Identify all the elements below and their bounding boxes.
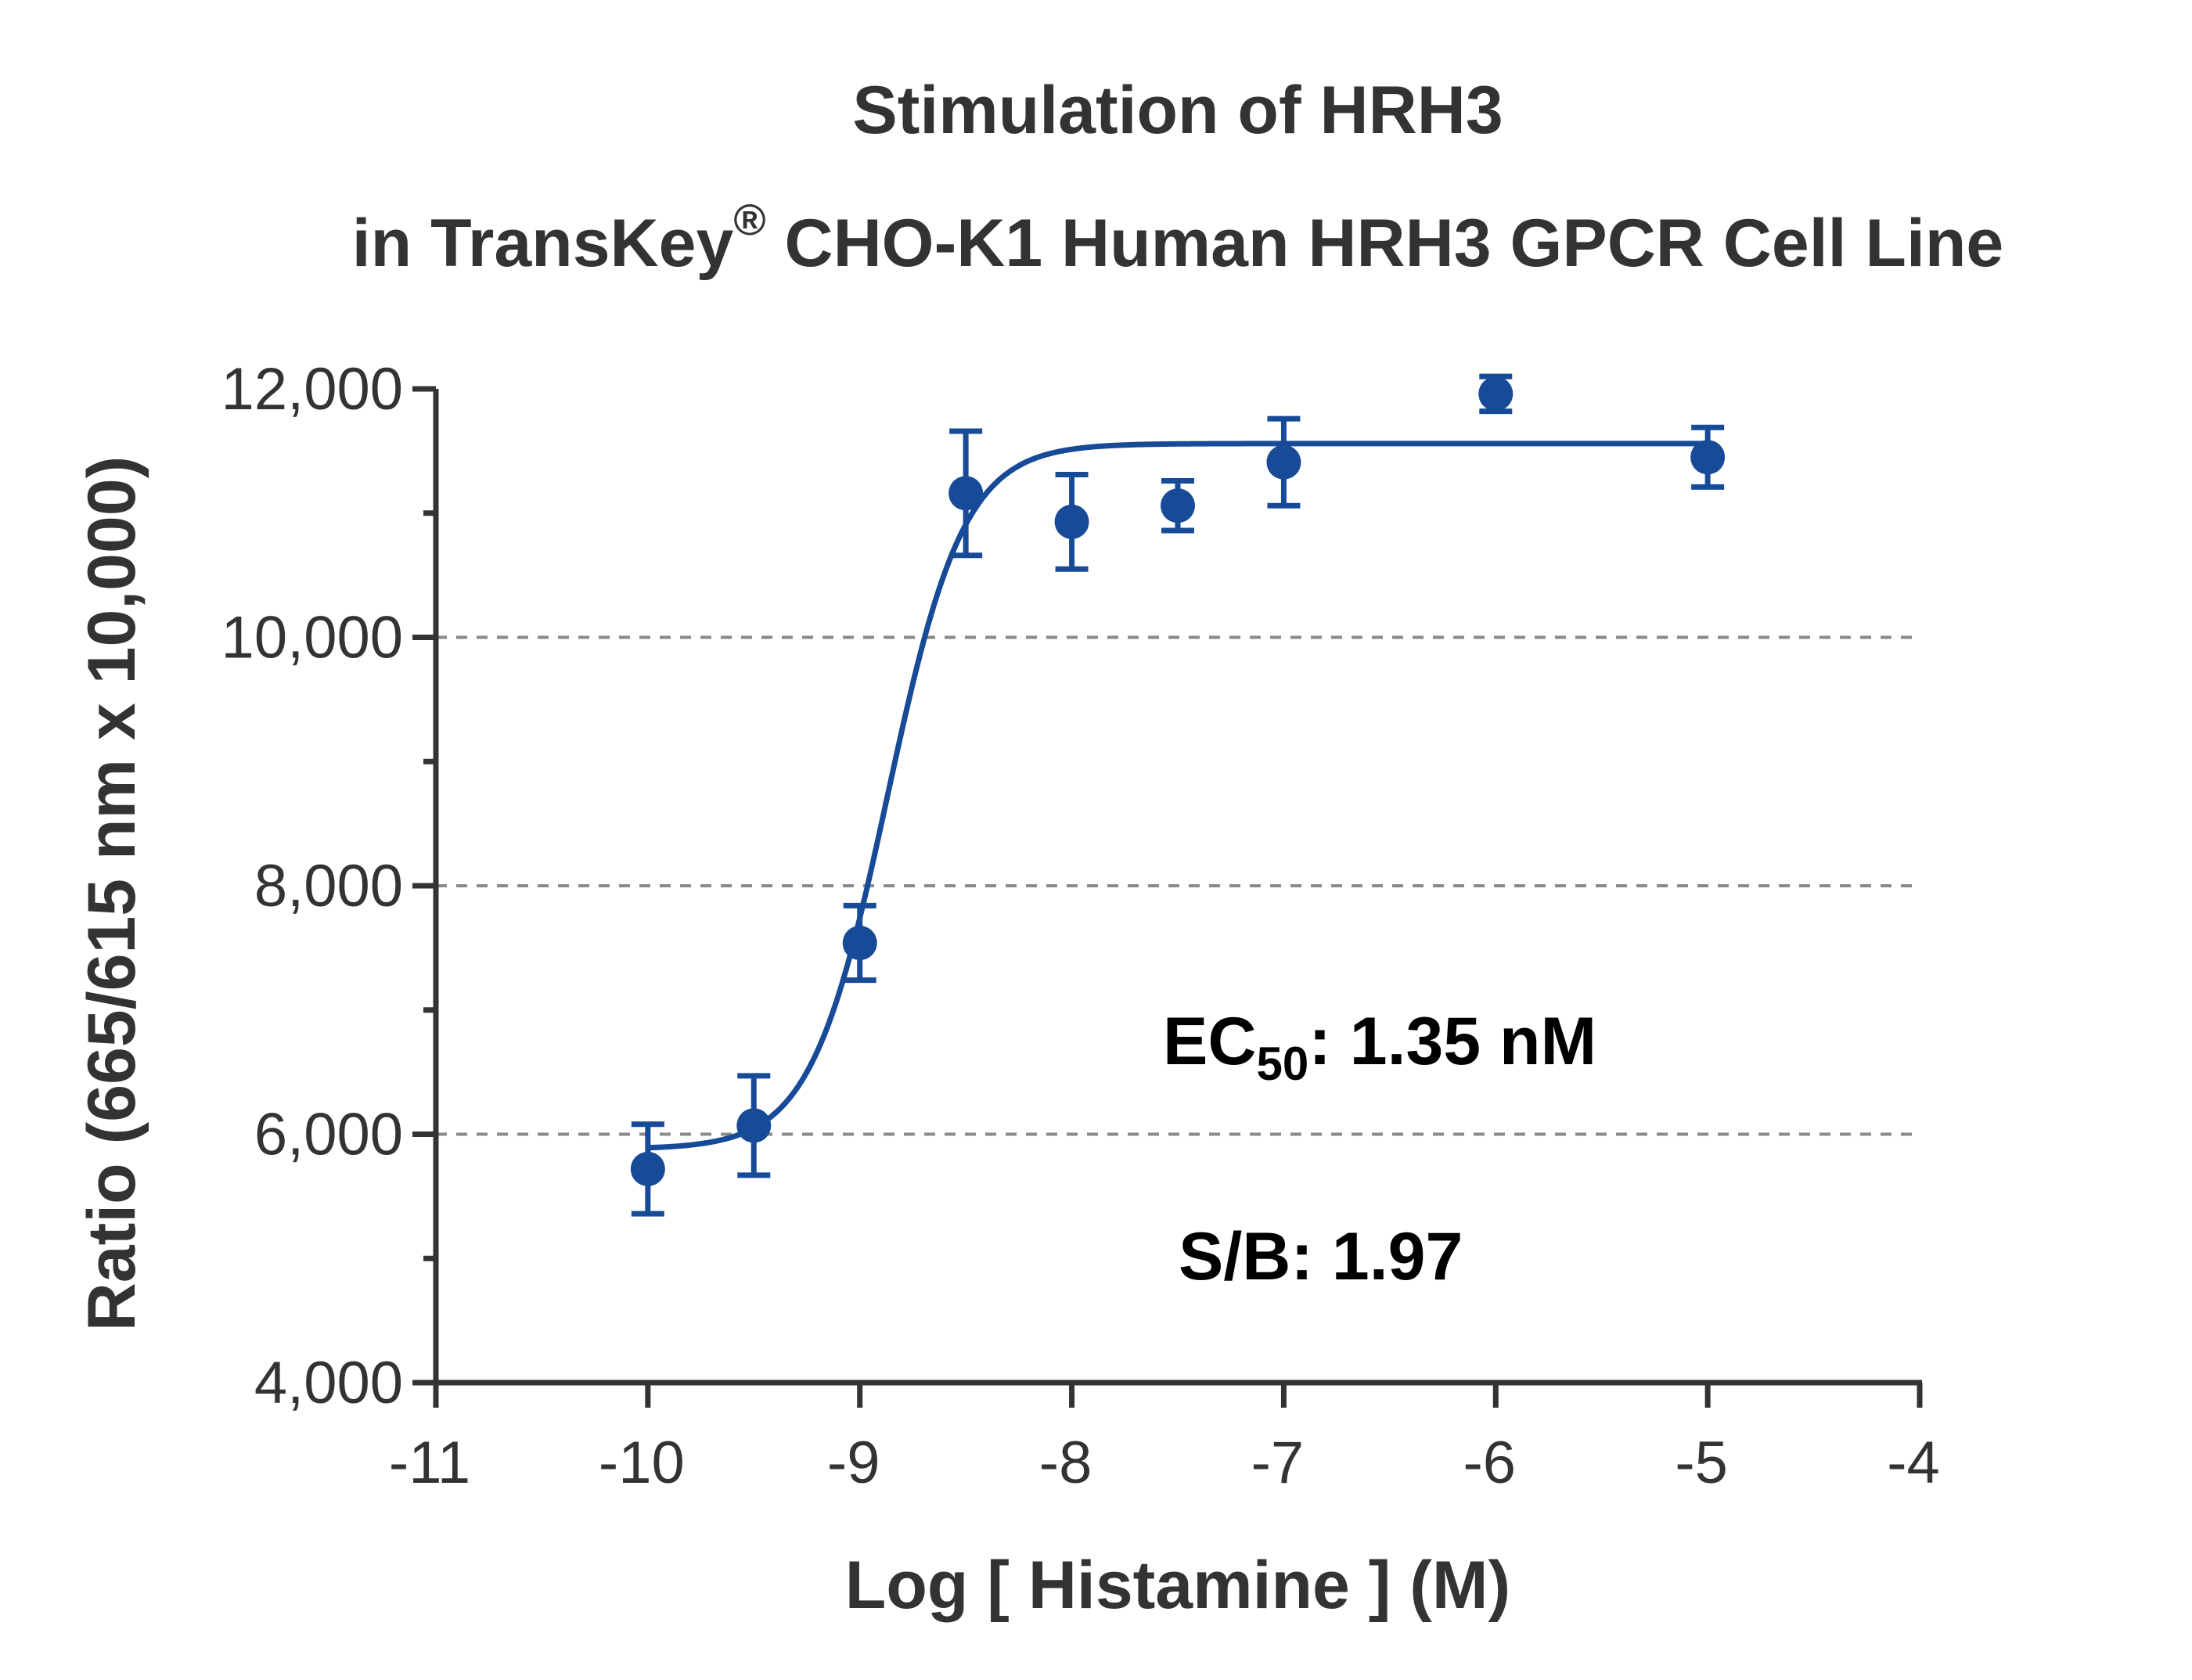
data-point [842,926,877,961]
y-tick-label: 10,000 [221,605,403,671]
y-tick-label: 8,000 [254,853,403,919]
gridlines [436,635,1920,1136]
data-point [1690,440,1726,475]
chart-subtitle-prefix: in TransKey [352,206,734,281]
ec50-suffix: : 1.35 nM [1308,1004,1596,1079]
x-tick-label: -9 [827,1430,880,1496]
ec50-prefix: EC [1163,1004,1256,1079]
y-axis-title: Ratio (665/615 nm x 10,000) [74,456,149,1332]
data-point [736,1108,772,1143]
data-point [1054,504,1089,539]
fit-curve [647,441,1708,1151]
ec50-annotation: EC50: 1.35 nM [1163,1004,1596,1090]
data-point [630,1151,665,1186]
chart-subtitle-suffix: CHO-K1 Human HRH3 GPCR Cell Line [766,206,2004,281]
x-tick-label: -4 [1887,1430,1940,1496]
x-tick-label: -11 [389,1430,470,1496]
data-point [1478,376,1514,412]
x-tick-label: -5 [1675,1430,1728,1496]
y-tick-label: 6,000 [254,1102,403,1168]
y-tick-labels: 4,000 6,000 8,000 10,000 12,000 [221,356,403,1416]
x-axis-title: Log [ Histamine ] (M) [845,1548,1510,1623]
chart-title: Stimulation of HRH3 [852,73,1503,148]
data-point [1161,488,1195,523]
x-tick-labels: -11 -10 -9 -8 -7 -6 -5 -4 [389,1430,1940,1496]
data-point [1266,444,1301,480]
ec50-subscript: 50 [1256,1038,1308,1090]
sb-annotation: S/B: 1.97 [1179,1219,1463,1294]
x-tick-label: -10 [599,1430,685,1496]
chart-subtitle-superscript: ® [733,195,765,244]
data-points [630,373,1726,1217]
data-point [948,476,984,511]
y-tick-label: 12,000 [221,356,403,423]
y-tick-label: 4,000 [254,1350,403,1416]
x-tick-label: -6 [1463,1430,1516,1496]
x-tick-label: -7 [1251,1430,1305,1496]
chart-subtitle: in TransKey® CHO-K1 Human HRH3 GPCR Cell… [352,195,2003,281]
x-tick-label: -8 [1039,1430,1092,1496]
axes [412,386,1923,1408]
